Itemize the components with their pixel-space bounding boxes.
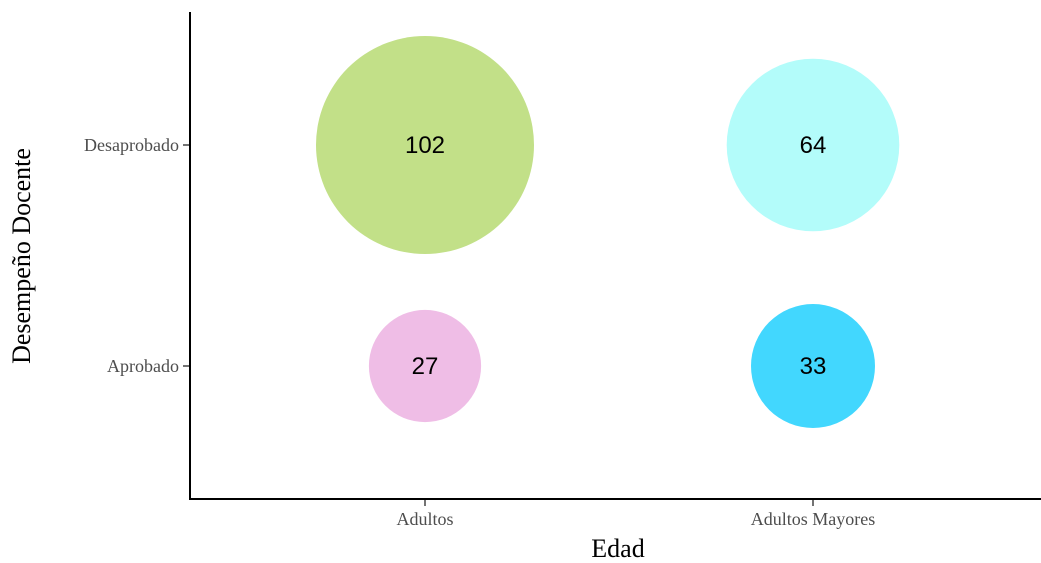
x-tick-label: Adultos [396, 509, 453, 529]
bubble-value-label: 64 [800, 132, 827, 159]
y-tick-label: Desaprobado [84, 135, 179, 155]
x-axis-title: Edad [591, 534, 644, 563]
x-tick-label: Adultos Mayores [751, 509, 876, 529]
bubble-value-label: 102 [405, 132, 445, 159]
bubble-adultos-mayores-desaprobado [726, 58, 900, 232]
x-axis-ticks: Adultos Adultos Mayores [396, 500, 875, 529]
y-axis-ticks: Aprobado Desaprobado [84, 135, 189, 376]
bubble-adultos-desaprobado [316, 36, 534, 254]
y-axis-title: Desempeño Docente [7, 148, 36, 364]
bubble-adultos-mayores-aprobado [751, 304, 875, 428]
bubble-label-layer: 102 64 27 33 [405, 132, 826, 380]
bubble-value-label: 33 [800, 353, 827, 380]
bubble-adultos-aprobado [368, 309, 482, 423]
bubble-layer [316, 36, 900, 428]
y-tick-label: Aprobado [107, 356, 179, 376]
bubble-value-label: 27 [412, 353, 439, 380]
